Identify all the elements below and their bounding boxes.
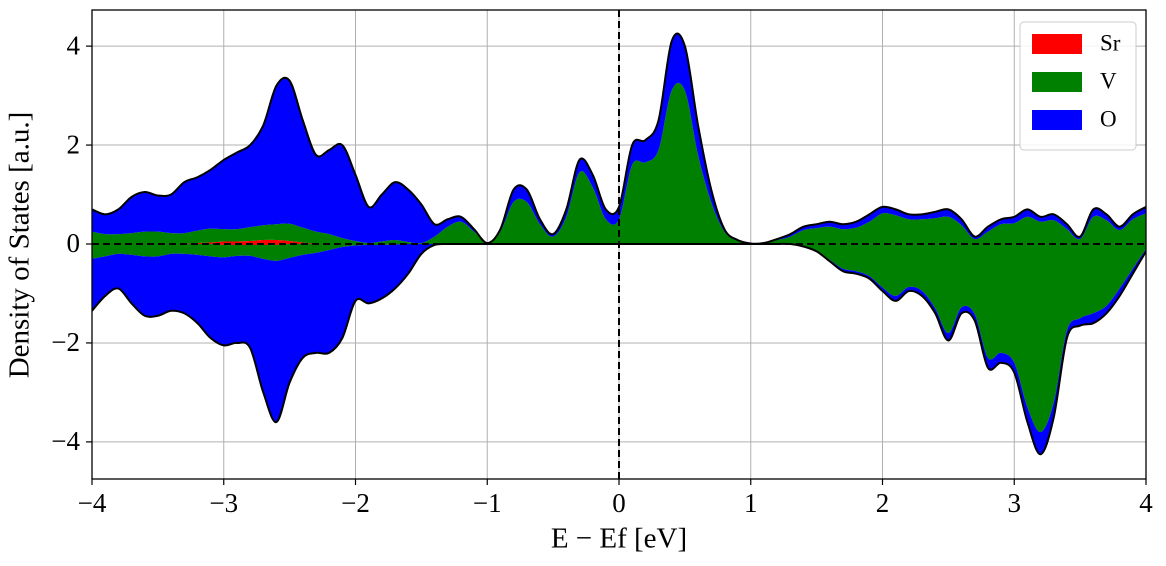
axes: −4 −3 −2 −1 0 1 2 3 4 −4 −2 0 2 4 <box>51 9 1153 518</box>
plot-area <box>92 10 1146 479</box>
dos-area <box>92 243 1146 455</box>
y-tick-label: −2 <box>51 327 80 357</box>
plot-frame <box>91 9 1147 480</box>
legend-swatch <box>1032 110 1082 130</box>
dos-area <box>92 33 1146 244</box>
y-axis-label: Density of States [a.u.] <box>4 112 36 379</box>
dos-area <box>92 243 1146 433</box>
x-tick-label: 4 <box>1139 488 1153 518</box>
y-tick-label: 0 <box>67 228 81 258</box>
x-tick-label: 3 <box>1008 488 1022 518</box>
dos-area <box>92 82 1146 245</box>
legend-label: Sr <box>1100 30 1121 55</box>
legend: Sr VO <box>1019 21 1137 151</box>
y-tick-label: 2 <box>67 129 81 159</box>
x-tick-label: −2 <box>341 488 370 518</box>
x-tick-label: −1 <box>473 488 502 518</box>
legend-swatch <box>1032 72 1082 92</box>
x-tick-label: 2 <box>876 488 890 518</box>
legend-swatch <box>1032 34 1082 54</box>
x-axis-label: E − Ef [eV] <box>551 523 687 555</box>
total-outline <box>92 32 1146 245</box>
y-tick-label: −4 <box>51 426 80 456</box>
x-tick-label: −4 <box>78 488 107 518</box>
x-tick-label: −3 <box>209 488 238 518</box>
legend-label: O <box>1100 106 1117 131</box>
x-tick-label: 1 <box>744 488 758 518</box>
legend-label: V <box>1100 68 1117 93</box>
y-tick-label: 4 <box>67 30 81 60</box>
x-tick-label: 0 <box>612 488 626 518</box>
